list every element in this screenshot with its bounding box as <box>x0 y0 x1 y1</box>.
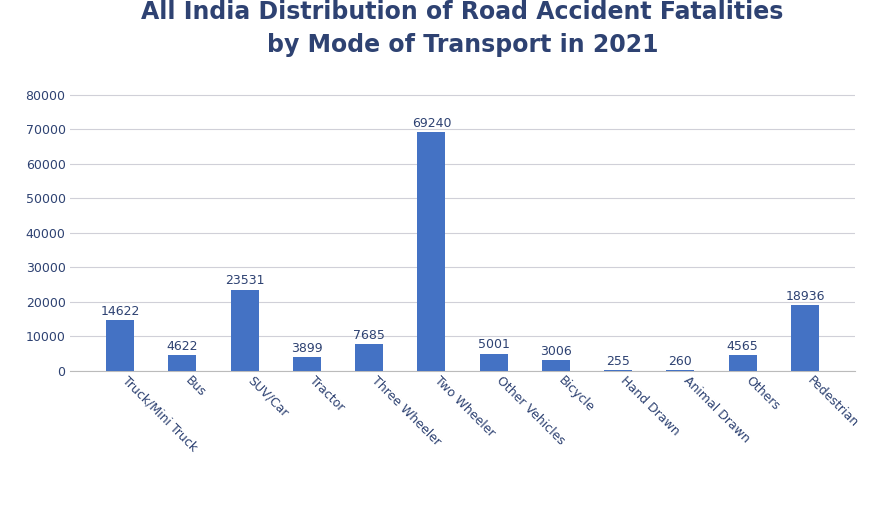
Bar <box>168 355 196 371</box>
Text: 69240: 69240 <box>411 116 451 130</box>
Bar <box>418 132 446 371</box>
Text: 14622: 14622 <box>100 305 140 318</box>
Bar <box>106 320 134 371</box>
Title: All India Distribution of Road Accident Fatalities
by Mode of Transport in 2021: All India Distribution of Road Accident … <box>141 0 784 57</box>
Text: 255: 255 <box>606 355 630 368</box>
Bar <box>292 357 321 371</box>
Text: 5001: 5001 <box>478 338 509 351</box>
Bar <box>791 305 819 371</box>
Bar <box>542 360 570 371</box>
Text: 4565: 4565 <box>727 340 759 353</box>
Text: 4622: 4622 <box>167 340 198 353</box>
Bar <box>355 344 383 371</box>
Bar <box>231 289 259 371</box>
Text: 3899: 3899 <box>291 342 322 355</box>
Bar <box>479 353 507 371</box>
Text: 18936: 18936 <box>785 290 825 303</box>
Bar <box>604 370 633 371</box>
Text: 23531: 23531 <box>225 274 264 287</box>
Text: 260: 260 <box>669 355 692 368</box>
Bar <box>666 370 694 371</box>
Text: 3006: 3006 <box>540 346 572 358</box>
Bar <box>729 355 757 371</box>
Text: 7685: 7685 <box>353 329 385 342</box>
